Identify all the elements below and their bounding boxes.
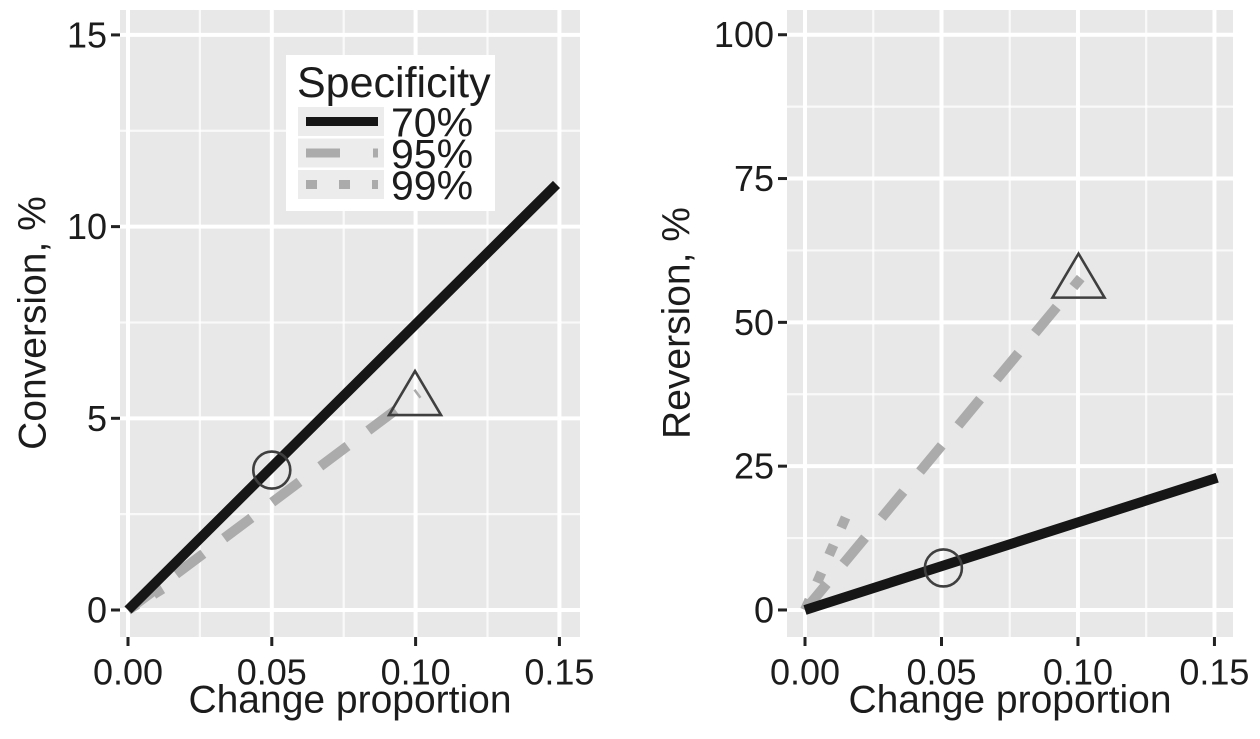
series-line-specificity-95pct: [801, 274, 1085, 614]
y-tick-label: 5: [87, 398, 107, 439]
circle-marker: [923, 548, 964, 588]
y-tick-label: 75: [734, 158, 774, 199]
y-tick-label: 0: [754, 589, 774, 630]
triangle-marker: [386, 368, 444, 417]
x-axis-title: Change proportion: [188, 679, 511, 722]
x-tick-label: 0.10: [1043, 652, 1113, 693]
x-tick-label: 0.10: [381, 652, 451, 693]
y-tick-label: 0: [87, 590, 107, 631]
legend-entry-label: 99%: [391, 163, 473, 209]
y-axis-title: Reversion, %: [656, 207, 699, 439]
right-panel: 0.00 0.05 0.10 0.15 0 25 50 75 100 Change proport…: [656, 10, 1249, 722]
x-tick-label: 0.15: [1179, 652, 1249, 693]
y-tick-label: 25: [734, 446, 774, 487]
y-tick-label: 10: [67, 206, 107, 247]
series-line-specificity-70pct: [803, 472, 1219, 615]
triangle-marker: [1050, 251, 1107, 299]
circle-marker: [251, 450, 292, 490]
y-tick-label: 100: [714, 14, 774, 55]
legend-entry-label: 95%: [391, 131, 473, 177]
x-tick-label: 0.05: [237, 652, 307, 693]
x-axis-title: Change proportion: [848, 679, 1171, 722]
x-tick-label: 0.00: [770, 652, 840, 693]
x-tick-label: 0.05: [906, 652, 976, 693]
series-line-specificity-70pct: [124, 180, 561, 614]
series-line-specificity-95pct: [125, 388, 422, 615]
legend-title: Specificity: [297, 59, 491, 107]
y-tick-label: 50: [734, 302, 774, 343]
x-tick-label: 0.00: [93, 652, 163, 693]
y-axis-title: Conversion, %: [12, 196, 55, 450]
y-tick-label: 15: [67, 14, 107, 55]
legend-entry-label: 70%: [391, 100, 473, 146]
x-tick-label: 0.15: [524, 652, 594, 693]
